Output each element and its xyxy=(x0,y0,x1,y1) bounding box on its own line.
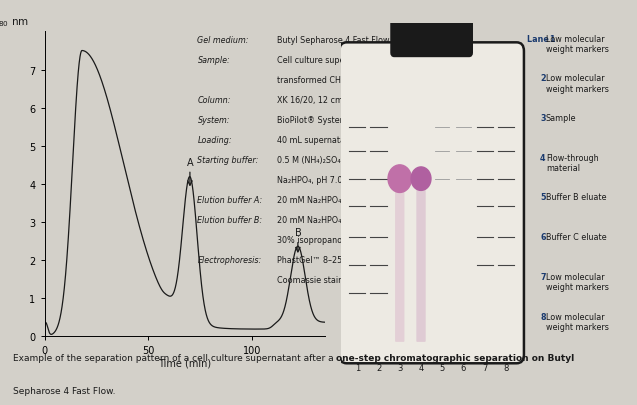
Text: Butyl Sepharose 4 Fast Flow: Butyl Sepharose 4 Fast Flow xyxy=(277,35,390,45)
Text: Coomassie staining: Coomassie staining xyxy=(277,275,355,284)
Text: B: B xyxy=(294,228,301,252)
Circle shape xyxy=(411,168,431,191)
Text: Loading:: Loading: xyxy=(197,135,232,144)
Circle shape xyxy=(388,165,412,193)
Text: Column:: Column: xyxy=(197,95,231,104)
Text: Buffer C eluate: Buffer C eluate xyxy=(546,232,606,241)
Text: transformed CHO cells: transformed CHO cells xyxy=(277,75,368,84)
Text: Low molecular
weight markers: Low molecular weight markers xyxy=(546,74,609,94)
Text: Low molecular
weight markers: Low molecular weight markers xyxy=(546,272,609,292)
Text: Lane: Lane xyxy=(527,35,552,44)
Text: one-step chromatographic separation on Butyl: one-step chromatographic separation on B… xyxy=(336,353,575,362)
Text: Low molecular
weight markers: Low molecular weight markers xyxy=(546,312,609,331)
Text: Starting buffer:: Starting buffer: xyxy=(197,155,259,164)
Text: 5: 5 xyxy=(540,193,545,202)
Text: 20 mM Na₂HPO₄, pH 7.0: 20 mM Na₂HPO₄, pH 7.0 xyxy=(277,195,373,204)
Text: 1: 1 xyxy=(355,363,360,372)
Text: PhastGel™ 8–25% PAA, SDS,: PhastGel™ 8–25% PAA, SDS, xyxy=(277,255,392,264)
Text: 20 mM Na₂HPO₄,: 20 mM Na₂HPO₄, xyxy=(277,215,344,224)
Text: 2: 2 xyxy=(540,74,546,83)
FancyBboxPatch shape xyxy=(395,185,404,342)
Text: 8: 8 xyxy=(503,363,509,372)
Text: 30% isopropanol: 30% isopropanol xyxy=(277,235,345,244)
Text: 6: 6 xyxy=(461,363,466,372)
FancyBboxPatch shape xyxy=(340,43,524,363)
FancyBboxPatch shape xyxy=(391,19,472,57)
Text: 5: 5 xyxy=(440,363,445,372)
Text: 3: 3 xyxy=(397,363,403,372)
Text: Cell culture supernatant from: Cell culture supernatant from xyxy=(277,55,396,64)
Text: XK 16/20, 12 cm bed height: XK 16/20, 12 cm bed height xyxy=(277,95,389,104)
Text: 40 mL supernatant: 40 mL supernatant xyxy=(277,135,354,144)
Text: Low molecular
weight markers: Low molecular weight markers xyxy=(546,35,609,54)
Text: Sample: Sample xyxy=(546,114,576,123)
FancyBboxPatch shape xyxy=(417,185,426,342)
Text: 3: 3 xyxy=(540,114,545,123)
Text: 7: 7 xyxy=(540,272,545,281)
Text: Elution buffer B:: Elution buffer B: xyxy=(197,215,262,224)
Text: Gel medium:: Gel medium: xyxy=(197,35,249,45)
Text: Electrophoresis:: Electrophoresis: xyxy=(197,255,262,264)
Text: Elution buffer A:: Elution buffer A: xyxy=(197,195,262,204)
Text: Na₂HPO₄, pH 7.0: Na₂HPO₄, pH 7.0 xyxy=(277,175,343,184)
Text: 1: 1 xyxy=(549,35,554,44)
Text: Flow-through
material: Flow-through material xyxy=(546,153,599,173)
Text: Sepharose 4 Fast Flow.: Sepharose 4 Fast Flow. xyxy=(13,386,115,395)
Text: 0.5 M (NH₄)₂SO₄ + 50 mM: 0.5 M (NH₄)₂SO₄ + 50 mM xyxy=(277,155,380,164)
Text: Buffer B eluate: Buffer B eluate xyxy=(546,193,606,202)
Text: Example of the separation pattern of a cell culture supernatant after a: Example of the separation pattern of a c… xyxy=(13,353,336,362)
Text: BioPilot® System: BioPilot® System xyxy=(277,115,348,124)
Text: System:: System: xyxy=(197,115,230,124)
Text: 7: 7 xyxy=(482,363,487,372)
Text: $A_{280}$ nm: $A_{280}$ nm xyxy=(0,16,29,29)
Text: 8: 8 xyxy=(540,312,546,321)
Text: Sample:: Sample: xyxy=(197,55,230,64)
Text: 2: 2 xyxy=(376,363,381,372)
Text: 4: 4 xyxy=(540,153,545,162)
X-axis label: Time (min): Time (min) xyxy=(158,358,211,368)
Text: 6: 6 xyxy=(540,232,545,241)
Text: 4: 4 xyxy=(419,363,424,372)
Text: A: A xyxy=(187,157,193,186)
